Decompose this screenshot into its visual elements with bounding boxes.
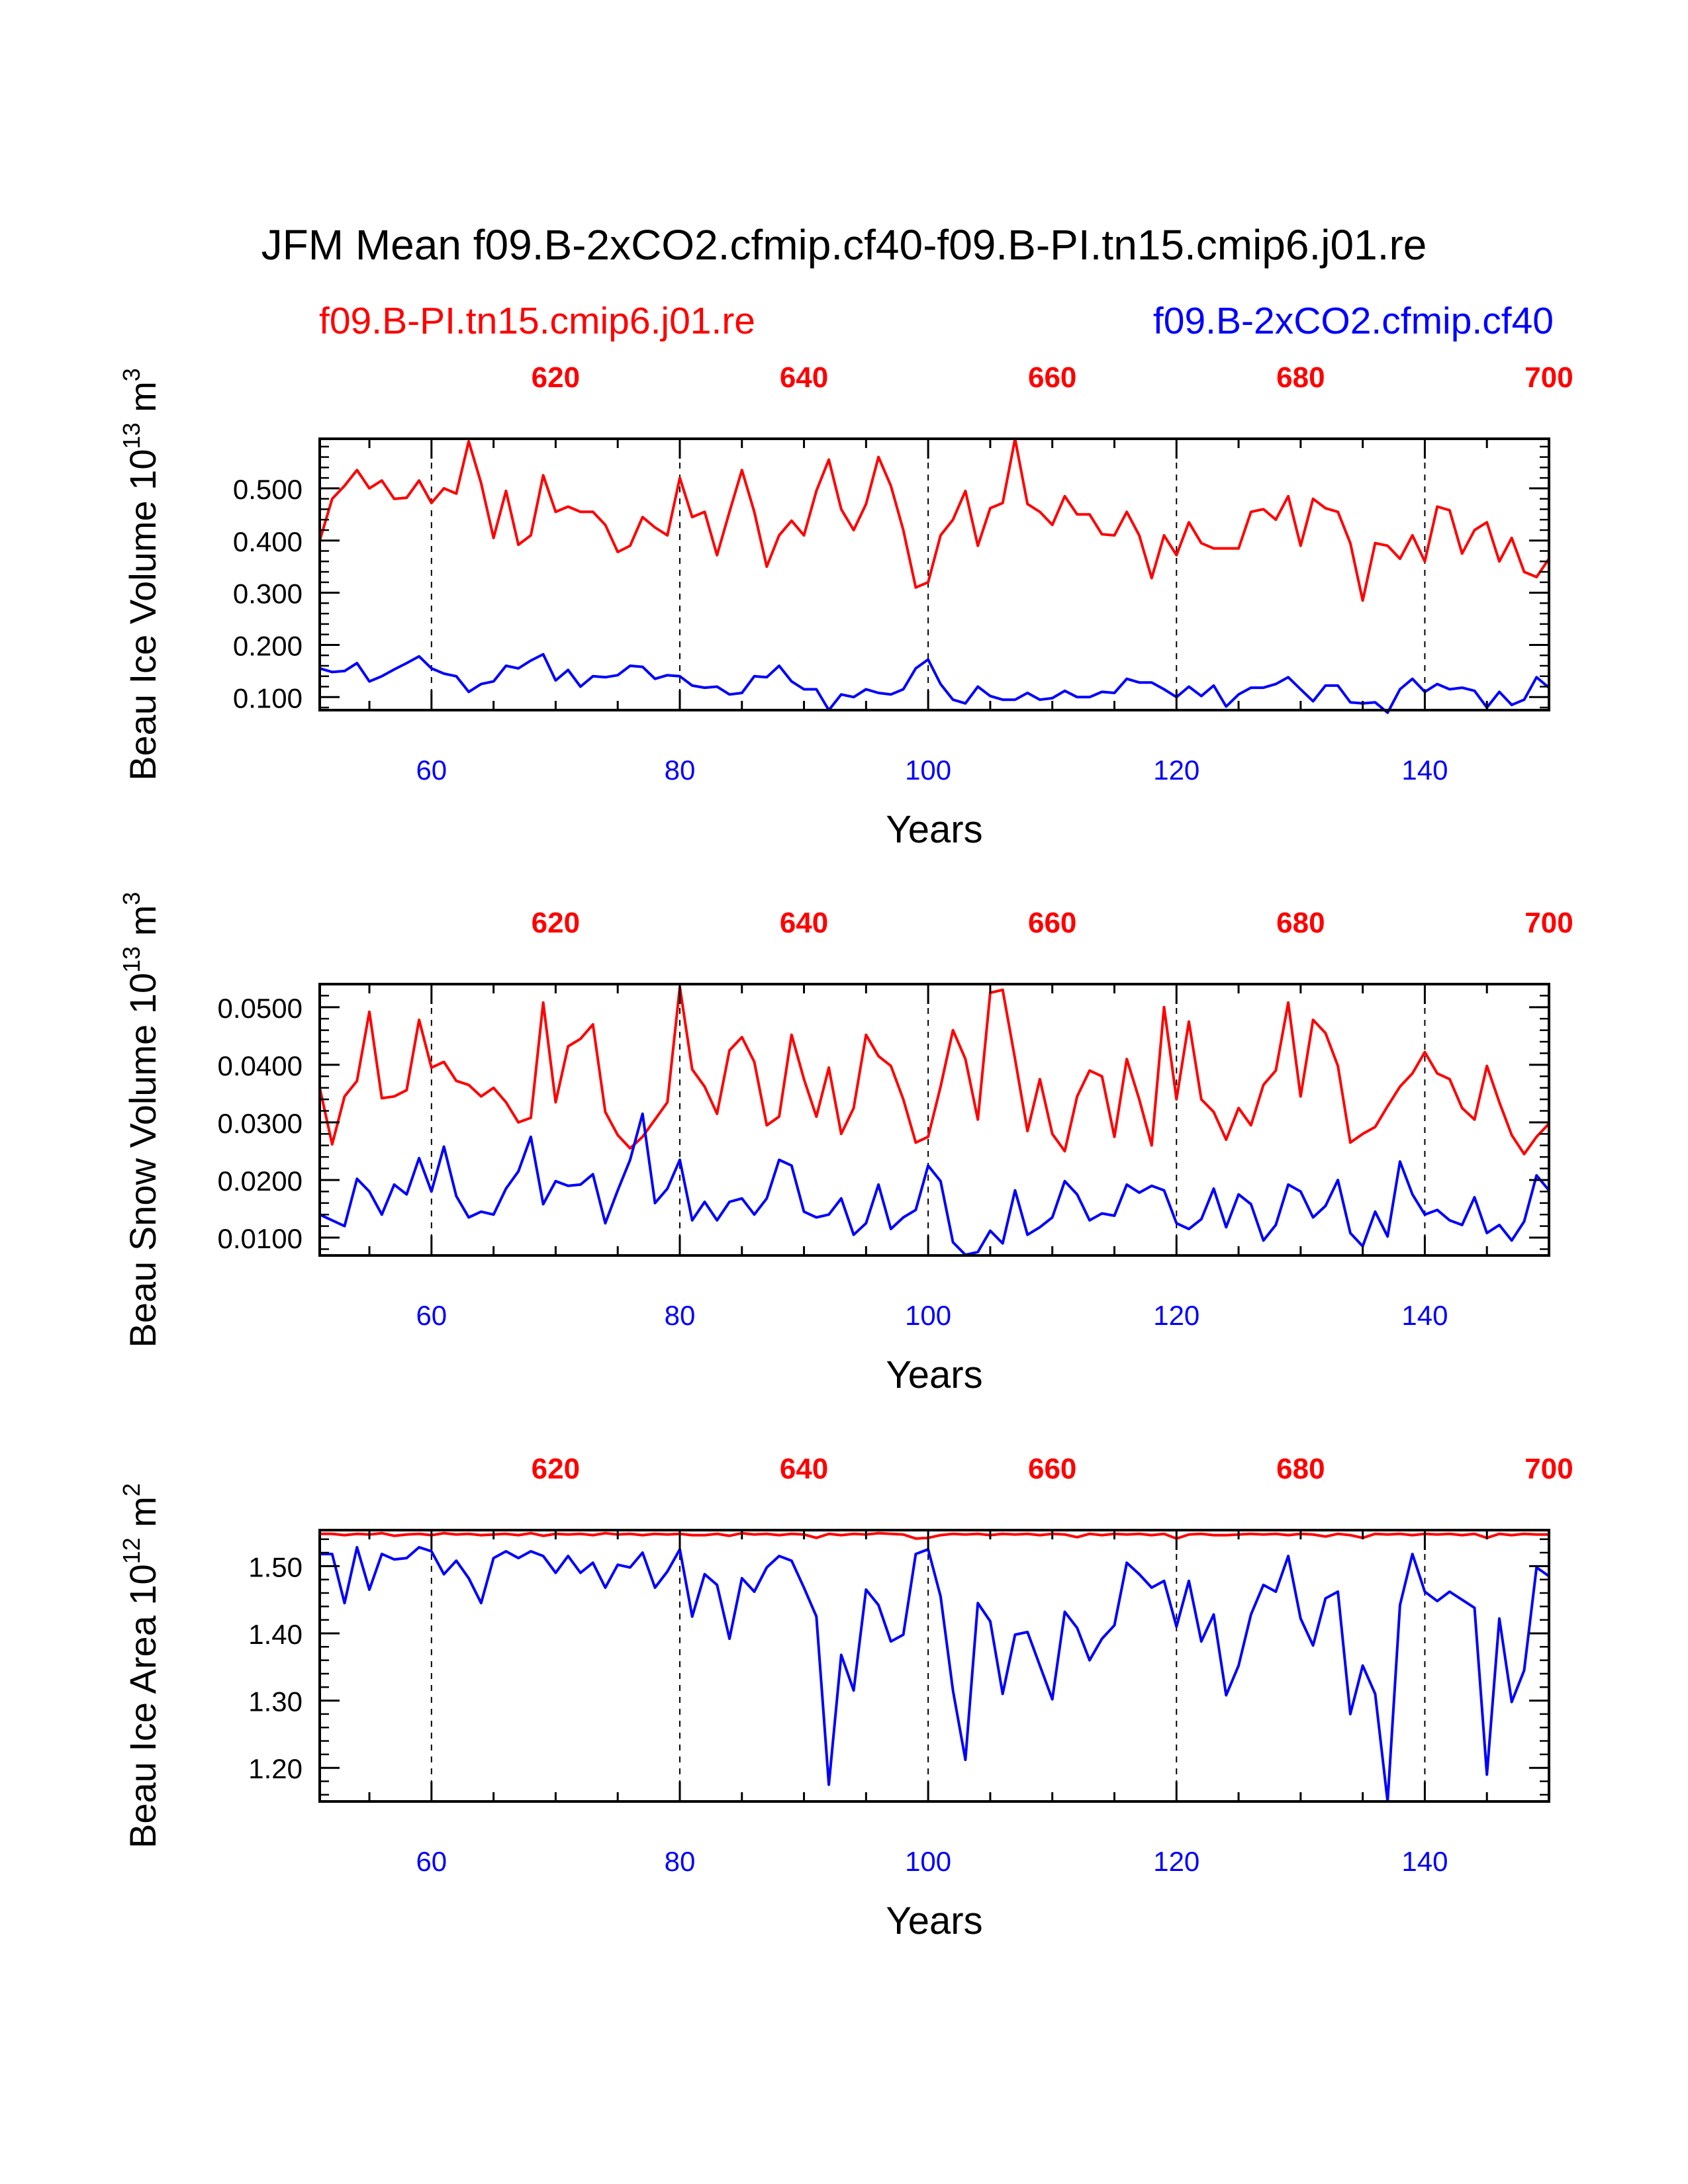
y-tick-label: 0.400	[233, 526, 303, 557]
y-axis-unit: m	[122, 905, 164, 946]
legend-blue-label: f09.B-2xCO2.cfmip.cf40	[1153, 300, 1554, 342]
top-x-tick-label: 700	[1524, 1453, 1573, 1485]
y-tick-label: 0.0300	[218, 1108, 303, 1139]
series-line	[318, 985, 1550, 1156]
y-tick-label: 0.0100	[218, 1223, 303, 1254]
y-axis-exponent: 12	[118, 1537, 145, 1564]
y-axis-title: Beau Ice Volume 1013 m3	[118, 368, 164, 781]
x-tick-label: 60	[416, 754, 447, 786]
top-x-tick-label: 620	[532, 361, 580, 394]
y-tick-label: 0.0400	[218, 1050, 303, 1081]
top-x-tick-label: 620	[532, 907, 580, 939]
y-tick-label: 0.0500	[218, 993, 303, 1024]
x-tick-label: 120	[1153, 1300, 1199, 1331]
x-tick-label: 100	[905, 1300, 951, 1331]
x-tick-label: 100	[905, 754, 951, 786]
x-tick-label: 140	[1401, 754, 1448, 786]
x-tick-label: 80	[665, 754, 696, 786]
top-x-tick-label: 640	[780, 907, 828, 939]
y-axis-title: Beau Snow Volume 1013 m3	[118, 892, 164, 1348]
y-tick-label: 0.0200	[218, 1165, 303, 1197]
x-tick-label: 140	[1401, 1300, 1448, 1331]
top-x-tick-label: 660	[1028, 361, 1076, 394]
y-axis-unit-exponent: 2	[118, 1483, 145, 1496]
y-axis-title-text: Beau Ice Area 10	[122, 1564, 164, 1848]
x-tick-label: 60	[416, 1846, 447, 1877]
top-x-tick-label: 700	[1524, 907, 1573, 939]
x-axis-title: Years	[886, 1899, 982, 1942]
chart-panel-ice-volume: 0.100 0.200 0.300 0.400 0.500 60 80 100 120 140 62…	[118, 361, 1573, 851]
series-line	[320, 1531, 1549, 1540]
y-axis-title: Beau Ice Area 1012 m2	[118, 1483, 164, 1848]
chart-panel-snow-volume: 0.0100 0.0200 0.0300 0.0400 0.0500 60 80 100 120…	[118, 892, 1573, 1396]
y-tick-label: 0.200	[233, 630, 303, 661]
y-tick-label: 0.300	[233, 578, 303, 610]
main-title: JFM Mean f09.B-2xCO2.cfmip.cf40-f09.B-PI…	[261, 221, 1427, 269]
top-x-tick-label: 660	[1028, 1453, 1076, 1485]
legend-red-label: f09.B-PI.tn15.cmip6.j01.re	[319, 300, 755, 342]
y-axis-title-text: Beau Snow Volume 10	[122, 973, 164, 1348]
y-tick-label: 1.40	[248, 1619, 303, 1650]
x-axis-title: Years	[886, 1353, 982, 1396]
y-axis-unit-exponent: 3	[118, 892, 145, 905]
series-line	[319, 653, 1550, 714]
top-x-tick-label: 680	[1276, 907, 1325, 939]
top-x-tick-label: 660	[1028, 907, 1076, 939]
y-axis-unit-exponent: 3	[118, 368, 145, 381]
plot-frame	[318, 1529, 1550, 1803]
y-axis-unit: m	[122, 1496, 164, 1537]
x-tick-label: 60	[416, 1300, 447, 1331]
y-axis-exponent: 13	[118, 422, 145, 449]
top-x-tick-label: 700	[1524, 361, 1573, 394]
x-tick-label: 140	[1401, 1846, 1448, 1877]
top-x-tick-label: 680	[1276, 1453, 1325, 1485]
y-tick-label: 1.30	[248, 1686, 303, 1717]
x-tick-label: 100	[905, 1846, 951, 1877]
series-line	[319, 1112, 1550, 1257]
top-x-tick-label: 640	[780, 361, 828, 394]
plot-frame	[318, 437, 1550, 711]
y-tick-label: 1.50	[248, 1551, 303, 1582]
series-line	[318, 437, 1550, 602]
x-tick-label: 80	[665, 1846, 696, 1877]
y-tick-label: 0.500	[233, 474, 303, 505]
y-axis-exponent: 13	[118, 946, 145, 973]
x-tick-label: 80	[665, 1300, 696, 1331]
y-axis-unit: m	[122, 381, 164, 422]
y-tick-label: 1.20	[248, 1753, 303, 1784]
x-axis-title: Years	[886, 808, 982, 851]
chart-panel-ice-area: 1.20 1.30 1.40 1.50 60 80 100 120 140 620 640 660 68…	[118, 1453, 1573, 1942]
top-x-tick-label: 680	[1276, 361, 1325, 394]
series-line	[320, 1545, 1550, 1803]
top-x-tick-label: 640	[780, 1453, 828, 1485]
plot-frame	[318, 983, 1550, 1257]
top-x-tick-label: 620	[532, 1453, 580, 1485]
y-tick-label: 0.100	[233, 682, 303, 713]
y-axis-title-text: Beau Ice Volume 10	[122, 449, 164, 781]
x-tick-label: 120	[1153, 1846, 1199, 1877]
x-tick-label: 120	[1153, 754, 1199, 786]
